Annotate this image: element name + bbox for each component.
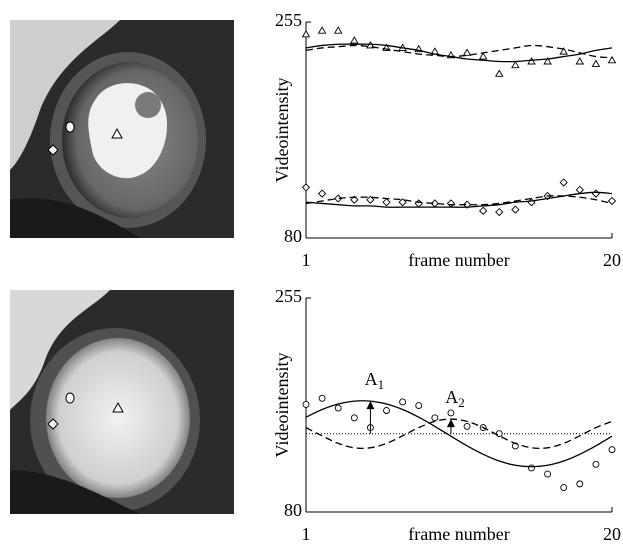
x-tick-label: 20 bbox=[603, 524, 621, 544]
annotation-label: A2 bbox=[445, 387, 465, 410]
point bbox=[335, 405, 341, 411]
point bbox=[351, 37, 358, 43]
point bbox=[384, 408, 390, 414]
point bbox=[496, 70, 503, 76]
point bbox=[400, 399, 406, 405]
point bbox=[464, 49, 471, 55]
figure: 80255120frame numberVideointensity802551… bbox=[0, 0, 623, 544]
point bbox=[464, 423, 470, 429]
point bbox=[592, 190, 599, 197]
point bbox=[512, 62, 519, 68]
x-tick-label: 1 bbox=[302, 250, 311, 270]
mri-image-bottom bbox=[10, 290, 234, 514]
annotation-subscript: 2 bbox=[458, 395, 465, 410]
point bbox=[512, 206, 519, 213]
point bbox=[319, 27, 326, 33]
point bbox=[576, 58, 583, 64]
x-tick-label: 1 bbox=[302, 524, 311, 544]
point bbox=[351, 415, 357, 421]
point bbox=[480, 53, 487, 59]
y-axis-label: Videointensity bbox=[272, 78, 292, 183]
point bbox=[448, 410, 454, 416]
arrow-head bbox=[366, 401, 374, 409]
point bbox=[319, 190, 326, 197]
x-axis-label: frame number bbox=[408, 524, 509, 544]
point bbox=[576, 186, 583, 193]
annotation-subscript: 1 bbox=[378, 377, 385, 392]
point bbox=[561, 485, 567, 491]
point bbox=[528, 465, 534, 471]
y-tick-label: 255 bbox=[275, 286, 302, 306]
point bbox=[303, 184, 310, 191]
x-axis-label: frame number bbox=[408, 250, 509, 270]
point bbox=[383, 199, 390, 206]
point bbox=[609, 447, 615, 453]
point bbox=[432, 415, 438, 421]
point bbox=[415, 200, 422, 207]
point bbox=[560, 179, 567, 186]
point bbox=[303, 401, 309, 407]
annotation-letter: A bbox=[445, 387, 458, 407]
x-tick-label: 20 bbox=[603, 250, 621, 270]
point bbox=[447, 200, 454, 207]
y-tick-label: 255 bbox=[275, 10, 302, 30]
point bbox=[496, 431, 502, 437]
point bbox=[303, 31, 310, 37]
point bbox=[335, 27, 342, 33]
page: {"chart_data": [ {"type": "line", "ylabe… bbox=[0, 0, 623, 544]
arrow-head bbox=[447, 419, 455, 427]
point bbox=[480, 207, 487, 214]
point bbox=[592, 60, 599, 66]
annotation-label: A1 bbox=[365, 369, 385, 392]
point bbox=[319, 395, 325, 401]
point bbox=[545, 471, 551, 477]
y-axis-label: Videointensity bbox=[272, 353, 292, 458]
point bbox=[593, 461, 599, 467]
mri-image-top bbox=[10, 20, 234, 238]
point bbox=[577, 481, 583, 487]
point bbox=[416, 403, 422, 409]
y-tick-label: 80 bbox=[284, 500, 302, 520]
y-tick-label: 80 bbox=[284, 226, 302, 246]
point bbox=[528, 199, 535, 206]
annotation-letter: A bbox=[365, 369, 378, 389]
point bbox=[496, 209, 503, 216]
